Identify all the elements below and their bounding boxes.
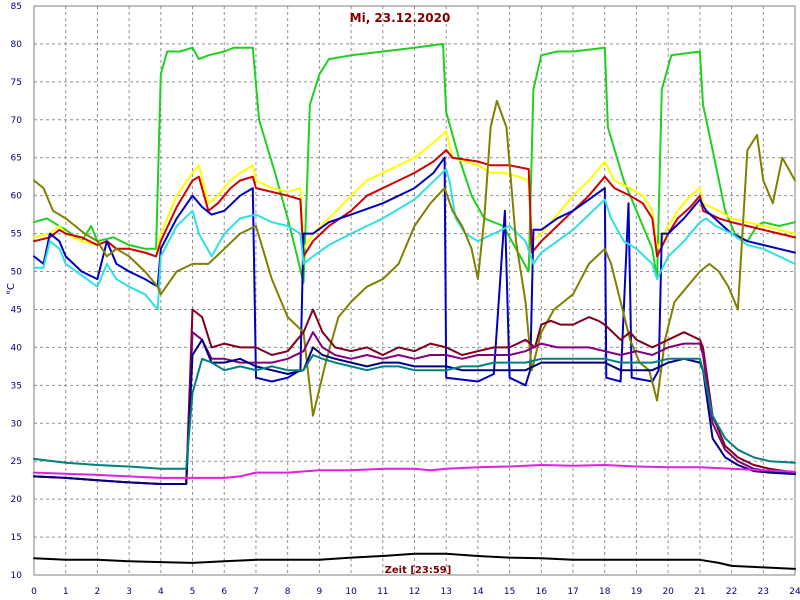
x-tick-labels: 0 1 2 3 4 5 6 7 8 9 10 11 12 13 14 15 16 17 18 19 20 21 22 23 24	[31, 587, 800, 597]
x-tick-label: 11	[377, 587, 388, 597]
chart-title: Mi, 23.12.2020	[350, 11, 451, 25]
x-tick-label: 3	[126, 587, 132, 597]
y-tick-label: 80	[11, 40, 23, 50]
x-tick-label: 15	[504, 587, 515, 597]
x-tick-label: 18	[599, 587, 611, 597]
x-tick-label: 17	[567, 587, 578, 597]
y-tick-labels: 10 15 20 25 30 35 40 45 50 55 60 65 70 75 80 85	[11, 2, 23, 581]
x-tick-label: 7	[253, 587, 259, 597]
x-tick-label: 5	[190, 587, 196, 597]
x-tick-label: 10	[345, 587, 357, 597]
x-tick-label: 23	[758, 587, 769, 597]
series-line-5	[33, 168, 796, 311]
y-tick-label: 50	[11, 268, 23, 278]
series-line-7	[33, 308, 796, 485]
x-tick-label: 12	[409, 587, 420, 597]
y-axis-label: °C	[6, 283, 17, 295]
y-tick-label: 75	[11, 78, 22, 88]
x-tick-label: 13	[440, 587, 451, 597]
x-tick-label: 2	[95, 587, 101, 597]
y-tick-label: 55	[11, 230, 22, 240]
y-tick-label: 60	[11, 192, 23, 202]
series-line-10	[33, 354, 796, 470]
time-annotation: Zeit [23:59]	[385, 565, 452, 576]
x-tick-label: 6	[221, 587, 227, 597]
x-tick-label: 24	[789, 587, 800, 597]
x-tick-label: 0	[31, 587, 37, 597]
x-tick-label: 21	[694, 587, 705, 597]
y-tick-label: 30	[11, 419, 23, 429]
series-line-11	[33, 464, 796, 479]
y-tick-label: 45	[11, 305, 22, 315]
y-tick-label: 65	[11, 154, 22, 164]
x-tick-label: 20	[662, 587, 674, 597]
series-group	[33, 42, 796, 570]
series-line-8	[33, 331, 796, 485]
series-line-12	[33, 552, 796, 570]
x-tick-label: 9	[317, 587, 323, 597]
x-tick-label: 1	[63, 587, 69, 597]
x-tick-label: 22	[726, 587, 737, 597]
plot-frame	[33, 5, 796, 576]
y-tick-label: 85	[11, 2, 22, 12]
y-tick-label: 15	[11, 533, 22, 543]
x-tick-label: 4	[158, 587, 164, 597]
y-tick-label: 70	[11, 116, 23, 126]
series-line-4	[33, 156, 796, 387]
x-tick-label: 8	[285, 587, 291, 597]
x-tick-label: 14	[472, 587, 484, 597]
y-tick-label: 35	[11, 381, 22, 391]
x-tick-label: 19	[631, 587, 643, 597]
y-tick-label: 25	[11, 457, 22, 467]
series-line-6	[33, 99, 796, 417]
y-tick-label: 40	[11, 343, 23, 353]
y-tick-label: 10	[11, 571, 23, 581]
y-tick-label: 20	[11, 495, 23, 505]
x-tick-label: 16	[536, 587, 548, 597]
series-line-1	[33, 42, 796, 284]
